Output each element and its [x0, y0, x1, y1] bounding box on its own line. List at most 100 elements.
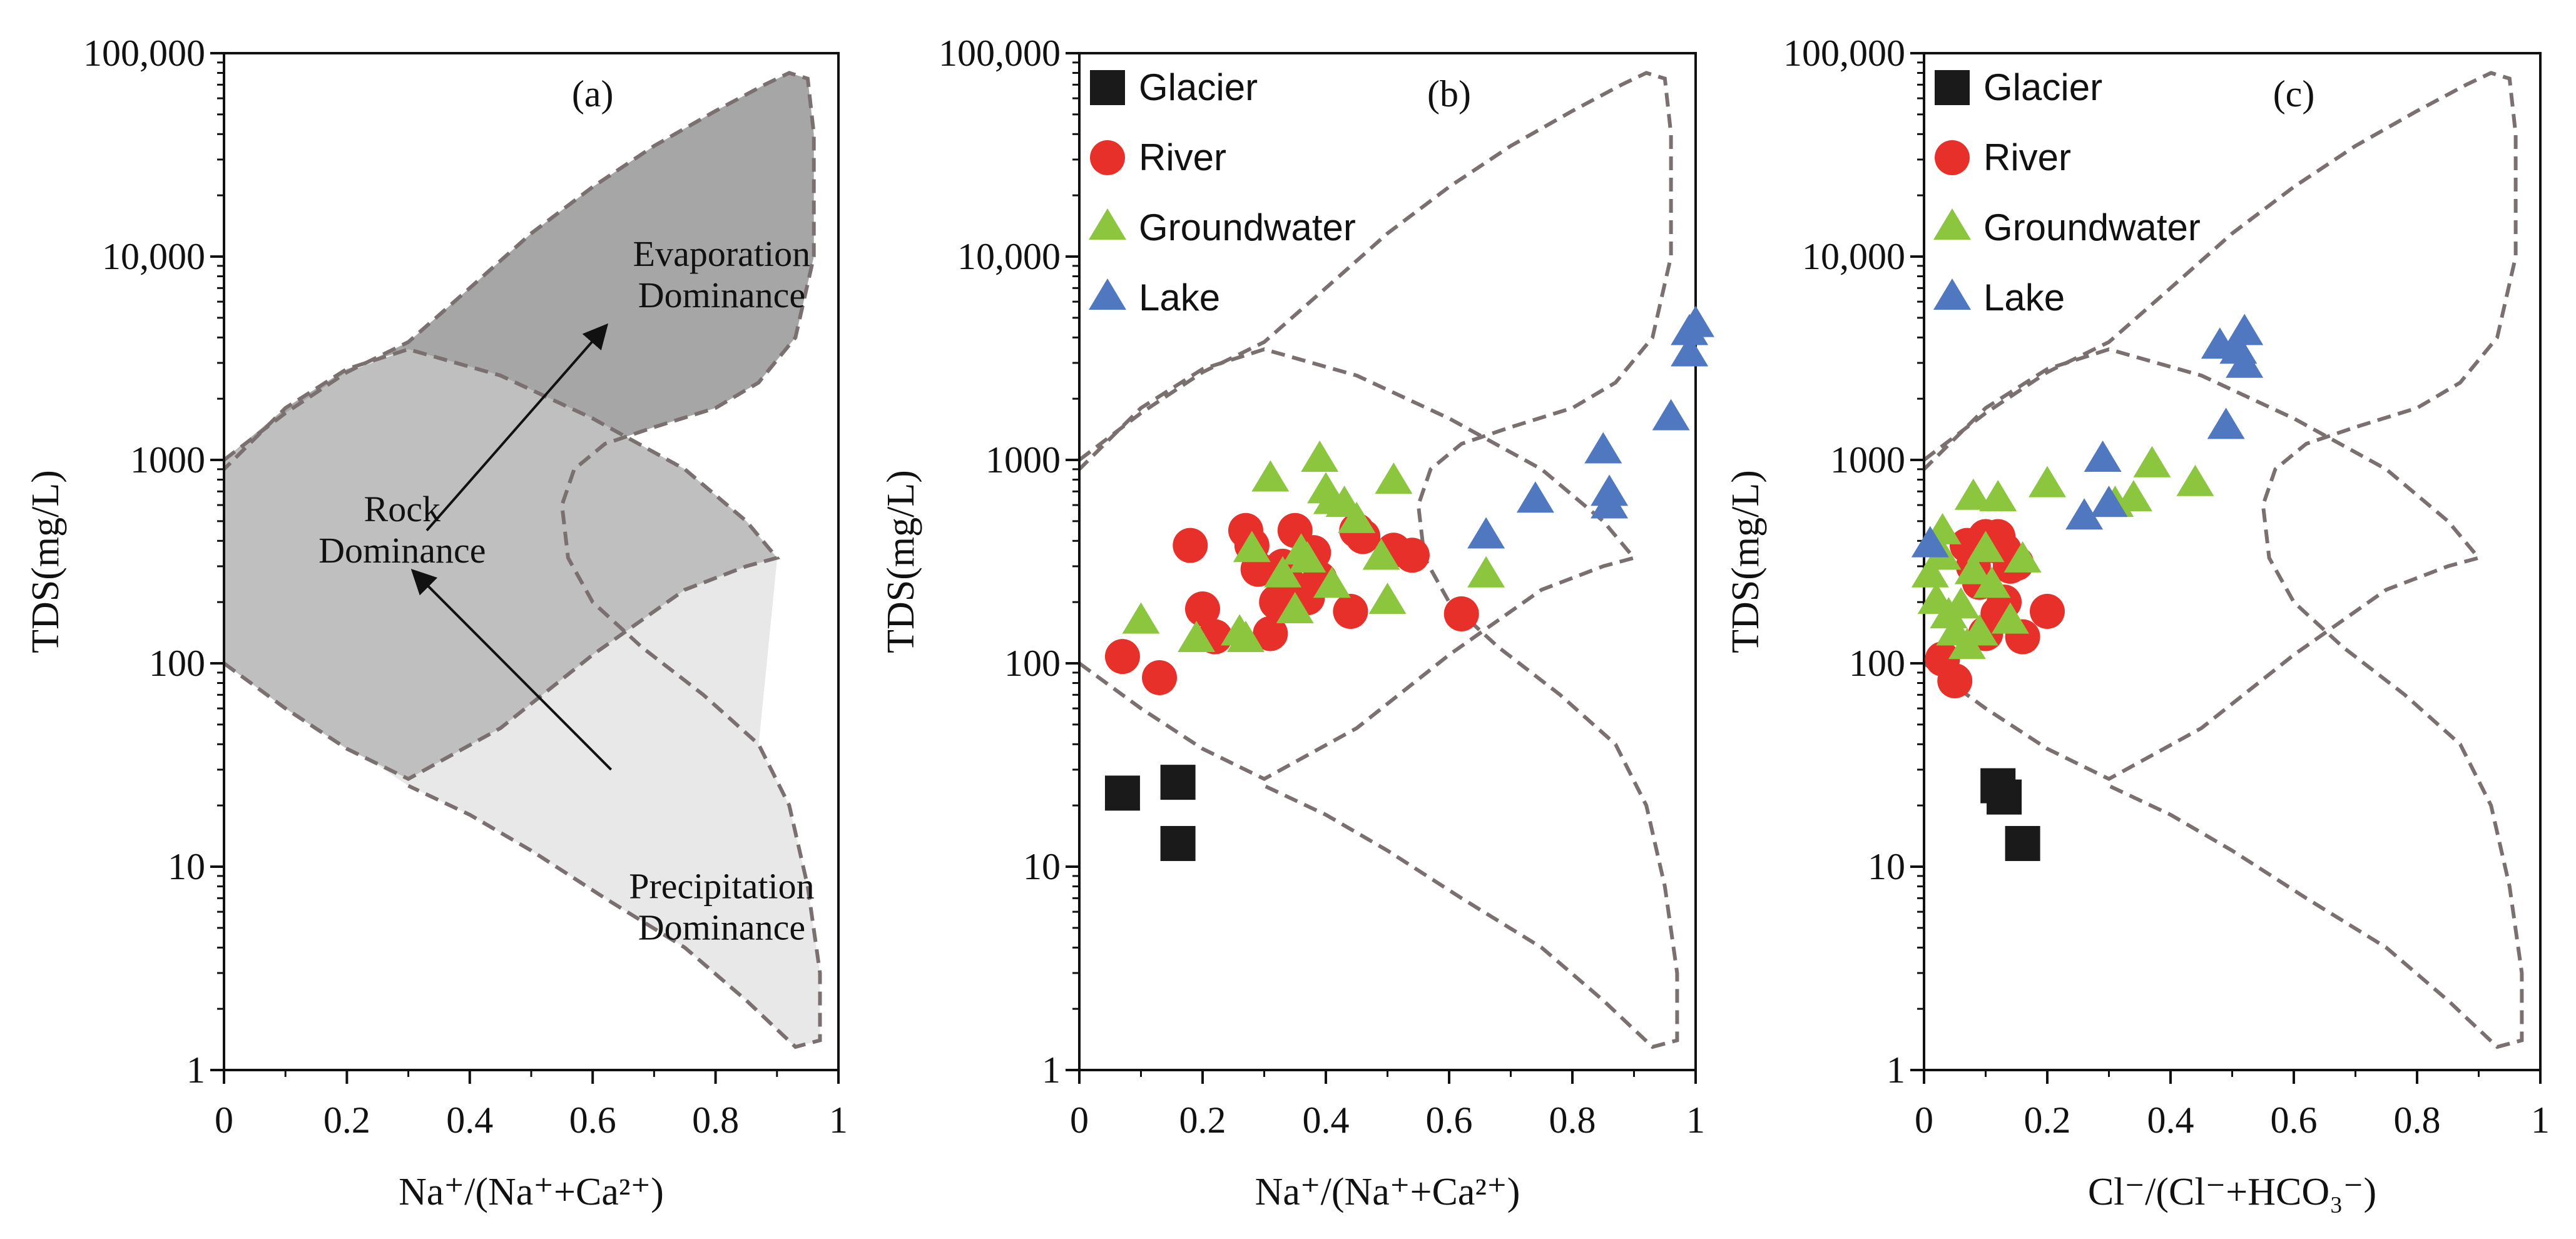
groundwater-point: [2029, 466, 2066, 497]
groundwater-point: [1288, 541, 1326, 573]
x-axis-label: Na⁺/(Na⁺+Ca²⁺): [399, 1171, 664, 1213]
groundwater-point: [1362, 538, 1400, 570]
legend-marker-glacier: [1090, 70, 1125, 105]
glacier-point: [1160, 825, 1196, 861]
inner-boundary-curve: [1077, 347, 1637, 782]
groundwater-point: [1954, 478, 1992, 510]
lake-point: [1652, 399, 1690, 431]
groundwater-point: [1264, 556, 1302, 588]
region-label: Evaporation Dominance: [633, 233, 810, 315]
y-tick-label: 100,000: [83, 33, 205, 74]
panel-1: 1 10 100 1000 10,000 100,000 0 0.2 0.4 0.6 0.8 1 Na⁺…: [880, 33, 1714, 1213]
lake-point: [2090, 486, 2128, 518]
legend-label-river: River: [1983, 136, 2071, 178]
panel-label: (c): [2273, 73, 2315, 115]
lake-point: [2065, 498, 2104, 530]
legend-label-river: River: [1139, 136, 1226, 178]
glacier-point: [1104, 775, 1140, 811]
groundwater-point: [1251, 460, 1290, 492]
x-tick-label: 0.6: [2271, 1099, 2318, 1141]
x-tick-label: 1: [2531, 1099, 2550, 1141]
panel-0: 1 10 100 1000 10,000 100,000 0 0.2 0.4 0.6 0.8 1 Na⁺…: [24, 33, 848, 1213]
trend-arrow: [410, 569, 613, 771]
lake-point: [2226, 314, 2264, 345]
series-groundwater: [1911, 446, 2214, 660]
y-tick-label: 10: [168, 846, 205, 887]
y-tick-label: 1: [1042, 1049, 1061, 1091]
region-label-line: Dominance: [638, 275, 805, 315]
legend-marker-lake: [1089, 278, 1126, 310]
legend-label-lake: Lake: [1983, 277, 2065, 319]
x-tick-label: 0.4: [2147, 1099, 2194, 1141]
groundwater-point: [1375, 462, 1413, 494]
x-tick-label: 1: [1686, 1099, 1705, 1141]
x-tick-label: 0.4: [446, 1099, 493, 1141]
region-label-line: Dominance: [638, 907, 805, 947]
y-tick-label: 100: [149, 643, 205, 684]
legend-marker-groundwater: [1089, 208, 1126, 240]
lake-point: [2084, 441, 2122, 472]
groundwater-point: [1226, 620, 1265, 652]
lake-point: [2226, 346, 2264, 378]
groundwater-point: [1911, 556, 1949, 588]
river-point: [1443, 596, 1479, 632]
groundwater-point: [1276, 592, 1314, 624]
legend-marker-river: [1935, 140, 1970, 175]
legend-label-groundwater: Groundwater: [1983, 206, 2201, 248]
groundwater-point: [2133, 446, 2171, 477]
groundwater-point: [1467, 556, 1505, 588]
river-point: [1104, 639, 1140, 675]
groundwater-point: [1942, 587, 1980, 619]
x-tick-label: 0.8: [1549, 1099, 1596, 1141]
y-tick-label: 1000: [985, 439, 1061, 481]
series-glacier: [1980, 768, 2040, 861]
y-tick-label: 1: [1886, 1049, 1905, 1091]
y-tick-label: 100: [1849, 643, 1905, 684]
lake-point: [1911, 526, 1949, 558]
rock-region: [224, 349, 777, 779]
groundwater-point: [1368, 583, 1407, 614]
outer-boundary-curve: [223, 71, 822, 1049]
x-axis-label: Na⁺/(Na⁺+Ca²⁺): [1255, 1171, 1520, 1213]
outer-boundary-curve: [1923, 71, 2524, 1049]
groundwater-point: [1991, 602, 2029, 634]
precipitation-region: [224, 558, 820, 1047]
river-point: [1253, 616, 1288, 651]
river-point: [1394, 538, 1430, 573]
legend-marker-groundwater: [1933, 208, 1971, 240]
glacier-point: [1160, 765, 1196, 800]
y-tick-label: 100,000: [1783, 33, 1905, 74]
groundwater-point: [1967, 531, 2005, 563]
region-label: Rock Dominance: [318, 489, 486, 571]
groundwater-point: [1338, 501, 1376, 533]
x-tick-label: 0.2: [323, 1099, 370, 1141]
x-tick-label: 0: [1070, 1099, 1089, 1141]
y-tick-label: 1000: [1830, 439, 1905, 481]
x-tick-label: 0.2: [2024, 1099, 2071, 1141]
x-axis-label: Cl⁻/(Cl⁻+HCO₃⁻): [2088, 1171, 2376, 1213]
trend-arrow: [425, 323, 609, 532]
outer-boundary-curve: [1078, 71, 1679, 1049]
lake-point: [1516, 481, 1554, 513]
x-tick-label: 0: [1915, 1099, 1933, 1141]
legend-label-groundwater: Groundwater: [1139, 206, 1356, 248]
groundwater-point: [1954, 553, 1992, 584]
lake-point: [1584, 432, 1622, 464]
y-tick-label: 100,000: [939, 33, 1061, 74]
river-point: [2030, 594, 2065, 630]
y-tick-label: 10: [1868, 846, 1905, 887]
region-label-line: Rock: [364, 489, 440, 529]
y-axis-label: TDS(mg/L): [24, 470, 67, 653]
legend-marker-river: [1090, 140, 1125, 175]
series-lake: [1911, 314, 2264, 558]
river-point: [1937, 663, 1973, 699]
lake-point: [1677, 305, 1714, 337]
x-tick-label: 1: [829, 1099, 848, 1141]
series-groundwater: [1122, 441, 1505, 652]
region-label: Precipitation Dominance: [629, 865, 814, 947]
legend-label-lake: Lake: [1139, 277, 1220, 319]
y-tick-label: 1000: [130, 439, 205, 481]
panel-label: (b): [1427, 73, 1471, 115]
x-tick-label: 0.6: [569, 1099, 616, 1141]
y-tick-label: 10: [1023, 846, 1061, 887]
